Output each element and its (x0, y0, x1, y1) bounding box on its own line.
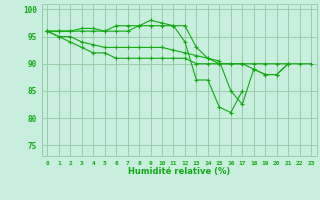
X-axis label: Humidité relative (%): Humidité relative (%) (128, 167, 230, 176)
